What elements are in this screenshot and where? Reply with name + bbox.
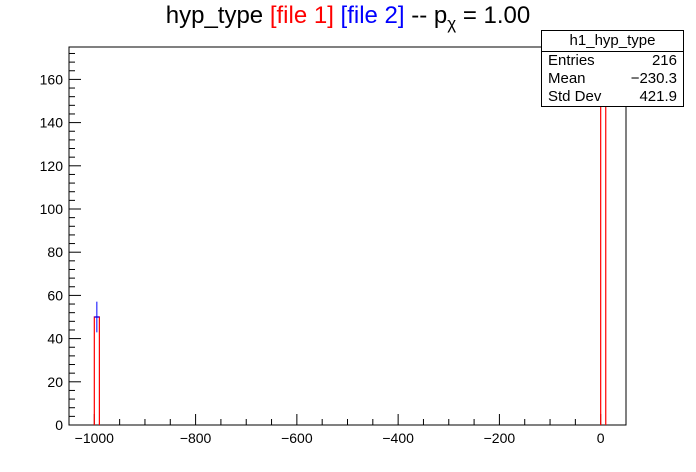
title-suffix-a: -- p (404, 2, 448, 29)
title-file2: [file 2] (340, 2, 405, 29)
x-tick-label: 0 (597, 430, 605, 446)
chart-title: hyp_type [file 1] [file 2] -- pχ = 1.00 (0, 2, 696, 34)
stats-row-mean: Mean −230.3 (542, 70, 683, 88)
stats-label: Mean (548, 70, 586, 87)
stats-box: h1_hyp_type Entries 216 Mean −230.3 Std De… (541, 30, 684, 107)
y-tick-label: 20 (47, 374, 63, 390)
y-tick-label: 80 (47, 244, 63, 260)
stats-value: −230.3 (630, 70, 677, 87)
x-tick-label: −600 (281, 430, 313, 446)
stats-value: 421.9 (639, 88, 677, 105)
stats-row-stddev: Std Dev 421.9 (542, 88, 683, 106)
stats-name: h1_hyp_type (542, 31, 683, 52)
file1-bar (93, 316, 100, 425)
title-subscript: χ (447, 14, 457, 33)
x-tick-label: −200 (484, 430, 516, 446)
y-tick-label: 60 (47, 287, 63, 303)
y-tick-label: 140 (40, 115, 64, 131)
y-tick-label: 0 (55, 417, 63, 433)
x-tick-label: −400 (382, 430, 414, 446)
stats-row-entries: Entries 216 (542, 52, 683, 70)
y-tick-label: 120 (40, 158, 64, 174)
stats-value: 216 (651, 52, 677, 69)
file1-bar (600, 65, 607, 425)
x-tick-label: −1000 (75, 430, 115, 446)
y-tick-label: 100 (40, 201, 64, 217)
stats-label: Entries (548, 52, 595, 69)
title-prefix: hyp_type (165, 2, 270, 29)
x-tick-label: −800 (180, 430, 212, 446)
title-file1: [file 1] (269, 2, 334, 29)
stats-label: Std Dev (548, 88, 602, 105)
y-tick-label: 40 (47, 331, 63, 347)
y-tick-label: 160 (40, 71, 64, 87)
title-suffix-b: = 1.00 (456, 2, 531, 29)
